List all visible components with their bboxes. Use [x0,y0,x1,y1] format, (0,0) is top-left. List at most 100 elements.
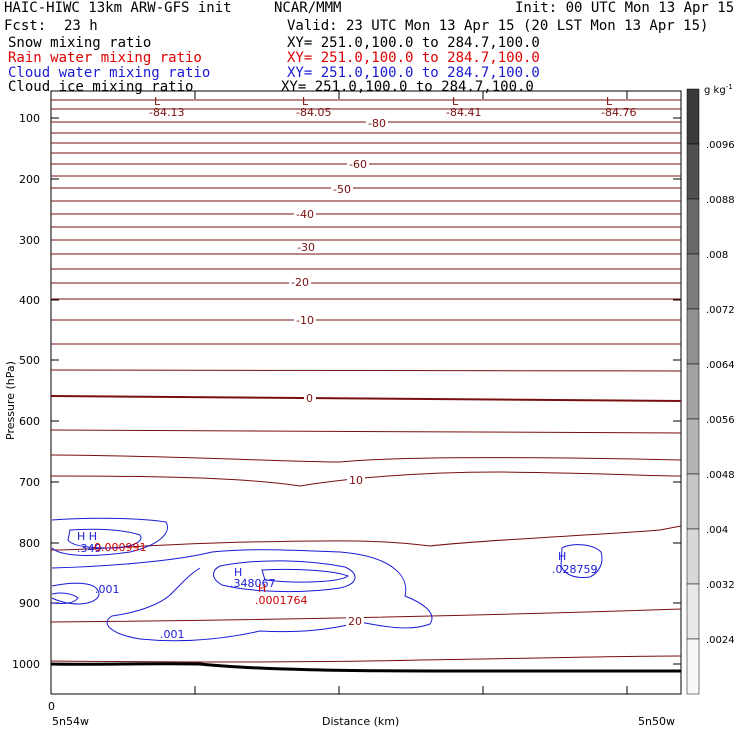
init-time: Init: 00 UTC Mon 13 Apr 15 [515,0,735,16]
isotherm-label: 10 [349,474,363,487]
valid-time: Valid: 23 UTC Mon 13 Apr 15 (20 LST Mon … [287,18,709,34]
colorbar-segment [686,198,700,255]
isotherm-label: -10 [296,314,314,327]
isotherm-label: -50 [333,183,351,196]
x-left-label: 5n54w [52,715,89,728]
cloud-water-contour [51,582,100,605]
x-right-label: 5n50w [638,715,675,728]
colorbar-tick: .0024 [706,635,735,646]
cloud-water-contour [67,528,142,549]
colorbar-tick: .0056 [706,415,735,426]
isotherm-label: -20 [291,276,309,289]
field-cloudwater-xy: XY= 251.0,100.0 to 284.7,100.0 [287,65,540,81]
y-tick-600: 600 [19,415,40,428]
cloud-water-high-mark: H H [77,530,97,543]
isotherm-label: -40 [296,208,314,221]
cloud-water-contour [261,568,350,583]
colorbar-tick: .0072 [706,305,735,316]
isotherm-line [50,655,682,663]
low-markers: L -84.13 L -84.05 L -84.41 L -84.76 [149,95,636,119]
colorbar: g kg-1 .0096 .0088 .008 .0072 .0064 .005… [686,83,735,695]
cloud-water-high-value: .349 [77,542,102,555]
rain-water-high-value: .0001764 [255,594,308,607]
field-snow-xy: XY= 251.0,100.0 to 284.7,100.0 [287,35,540,51]
isotherm-line [50,525,682,551]
colorbar-tick: .0032 [706,580,735,591]
cloud-water-contour [560,544,603,578]
isotherm-line [50,429,682,434]
low-value: -84.41 [446,106,481,119]
low-value: -84.05 [296,106,331,119]
y-tick-700: 700 [19,476,40,489]
cloud-water-contour [51,592,79,604]
colorbar-tick: .0088 [706,195,735,206]
colorbar-tick: .0064 [706,360,735,371]
colorbar-segment [686,253,700,310]
y-tick-100: 100 [19,112,40,125]
low-value: -84.13 [149,106,184,119]
isotherm-label: -60 [349,158,367,171]
colorbar-segment [686,638,700,695]
plot-frame [50,90,682,695]
isotherm-line-ground [50,662,681,673]
y-axis-label: Pressure (hPa) [4,361,17,440]
cloud-water-contour [51,549,433,642]
isotherm-line-zero [50,395,682,402]
y-tick-300: 300 [19,234,40,247]
isotherm-label: 20 [348,615,362,628]
colorbar-tick: .008 [706,250,728,261]
field-cloudwater-name: Cloud water mixing ratio [8,65,211,81]
isotherm-label: -80 [368,117,386,130]
colorbar-segment [686,88,700,145]
y-tick-900: 900 [19,597,40,610]
colorbar-tick: .0048 [706,470,735,481]
fcst-value: 23 h [64,18,98,34]
colorbar-tick: .004 [706,525,728,536]
cloud-water-contours [51,517,603,642]
colorbar-tick: .0096 [706,140,735,151]
org-label: NCAR/MMM [274,0,342,16]
low-mark: L [154,95,161,108]
rain-water-high-mark: H [258,582,266,595]
field-rain-name: Rain water mixing ratio [8,50,202,66]
y-tick-800: 800 [19,537,40,550]
y-tick-200: 200 [19,173,40,186]
cloud-water-contour [213,560,356,593]
cloud-water-high-value-3: .028759 [552,563,598,576]
y-tick-labels: 100 200 300 400 500 600 700 800 900 1000 [12,112,40,671]
fcst-label: Fcst: [4,18,47,34]
y-axis [51,117,681,665]
isotherm-line [50,454,682,463]
cloud-water-contour [51,517,168,556]
low-mark: L [302,95,309,108]
cloud-water-high-mark-3: H [558,550,566,563]
y-tick-500: 500 [19,354,40,367]
cloud-water-contour-label: .001 [95,583,120,596]
low-mark: L [452,95,459,108]
low-value: -84.76 [601,106,636,119]
x-origin-label: 0 [48,700,55,713]
isotherm-line [50,608,682,623]
y-tick-400: 400 [19,294,40,307]
colorbar-segment [686,143,700,200]
isotherms [50,99,682,673]
cloud-water-high-value-2: .348067 [230,577,276,590]
title: HAIC-HIWC 13km ARW-GFS init [4,0,232,16]
colorbar-segment [686,363,700,420]
colorbar-segment [686,308,700,365]
isotherm-line [50,471,682,487]
colorbar-segment [686,418,700,475]
field-rain-xy: XY= 251.0,100.0 to 284.7,100.0 [287,50,540,66]
colorbar-segment [686,528,700,585]
isotherm-label: 0 [306,392,313,405]
cloud-water-high-mark-2: H [234,566,242,579]
y-tick-1000: 1000 [12,658,40,671]
x-axis [194,91,628,694]
isotherm-labels: -80 -60 -50 -40 -30 -20 -10 0 10 20 [289,117,388,628]
colorbar-segment [686,473,700,530]
x-axis-label: Distance (km) [322,715,399,728]
isotherm-label: -30 [297,241,315,254]
low-mark: L [606,95,613,108]
colorbar-unit: g kg-1 [704,83,733,96]
